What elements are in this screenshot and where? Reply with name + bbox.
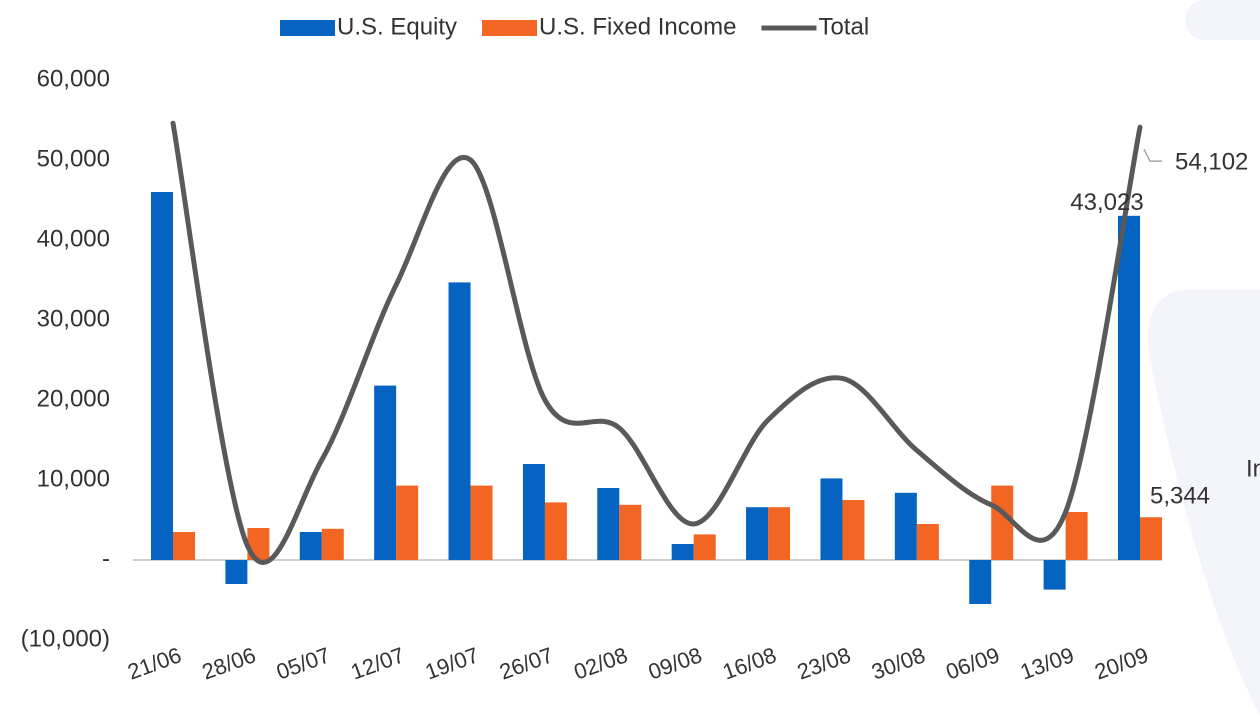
bar — [396, 485, 419, 560]
bar — [448, 282, 471, 560]
x-tick-label: 26/07 — [496, 642, 556, 684]
bar — [151, 192, 173, 560]
x-tick-label: 20/09 — [1091, 642, 1151, 684]
y-tick-label: 20,000 — [37, 385, 110, 412]
bar — [522, 464, 545, 560]
x-tick-label: 06/09 — [943, 642, 1003, 684]
y-tick-label: 40,000 — [37, 225, 110, 252]
side-note: In — [1246, 455, 1260, 482]
legend-label: U.S. Fixed Income — [539, 13, 736, 40]
y-tick-label: 50,000 — [37, 145, 110, 172]
y-tick-label: - — [102, 545, 110, 572]
x-tick-label: 19/07 — [422, 642, 482, 684]
bar — [225, 560, 248, 584]
bar — [1043, 560, 1066, 590]
x-tick-label: 02/08 — [571, 642, 631, 684]
bar — [842, 500, 865, 560]
y-tick-label: 10,000 — [37, 465, 110, 492]
bar — [746, 507, 769, 560]
y-tick-label: 30,000 — [37, 305, 110, 332]
data-label: 54,102 — [1175, 149, 1248, 176]
legend-label: Total — [818, 13, 869, 40]
bar — [820, 478, 843, 560]
x-tick-label: 09/08 — [645, 642, 705, 684]
bar — [1140, 517, 1162, 560]
bar — [544, 502, 567, 560]
bar — [299, 532, 322, 560]
y-tick-label: 60,000 — [37, 65, 110, 92]
bar — [1118, 215, 1140, 561]
bar — [693, 534, 716, 560]
x-tick-label: 30/08 — [868, 642, 928, 684]
y-tick-label: (10,000) — [21, 625, 110, 652]
legend-swatch — [280, 20, 335, 36]
bar — [916, 524, 939, 560]
bar — [374, 385, 397, 560]
legend-swatch — [482, 20, 538, 36]
x-tick-label: 23/08 — [794, 642, 854, 684]
bar — [597, 488, 620, 560]
x-tick-label: 16/08 — [719, 642, 779, 684]
x-tick-label: 05/07 — [273, 642, 333, 684]
x-tick-label: 12/07 — [347, 642, 407, 684]
bar — [1065, 512, 1088, 560]
bar — [321, 528, 344, 560]
x-tick-label: 13/09 — [1017, 642, 1077, 684]
x-tick-label: 28/06 — [199, 642, 259, 684]
line — [170, 120, 1143, 565]
bar — [671, 544, 694, 560]
leader-line — [1143, 148, 1162, 162]
background-shape — [1148, 290, 1260, 716]
bar — [894, 492, 917, 560]
bar — [768, 507, 791, 560]
bar — [470, 485, 493, 560]
bar — [173, 532, 195, 560]
x-tick-label: 21/06 — [124, 642, 184, 684]
background-shape — [1185, 0, 1260, 40]
legend-label: U.S. Equity — [337, 13, 457, 40]
data-label: 5,344 — [1150, 483, 1210, 510]
bar — [991, 485, 1014, 560]
bar — [969, 560, 992, 604]
bar — [619, 504, 642, 560]
data-label: 43,023 — [1070, 189, 1143, 216]
